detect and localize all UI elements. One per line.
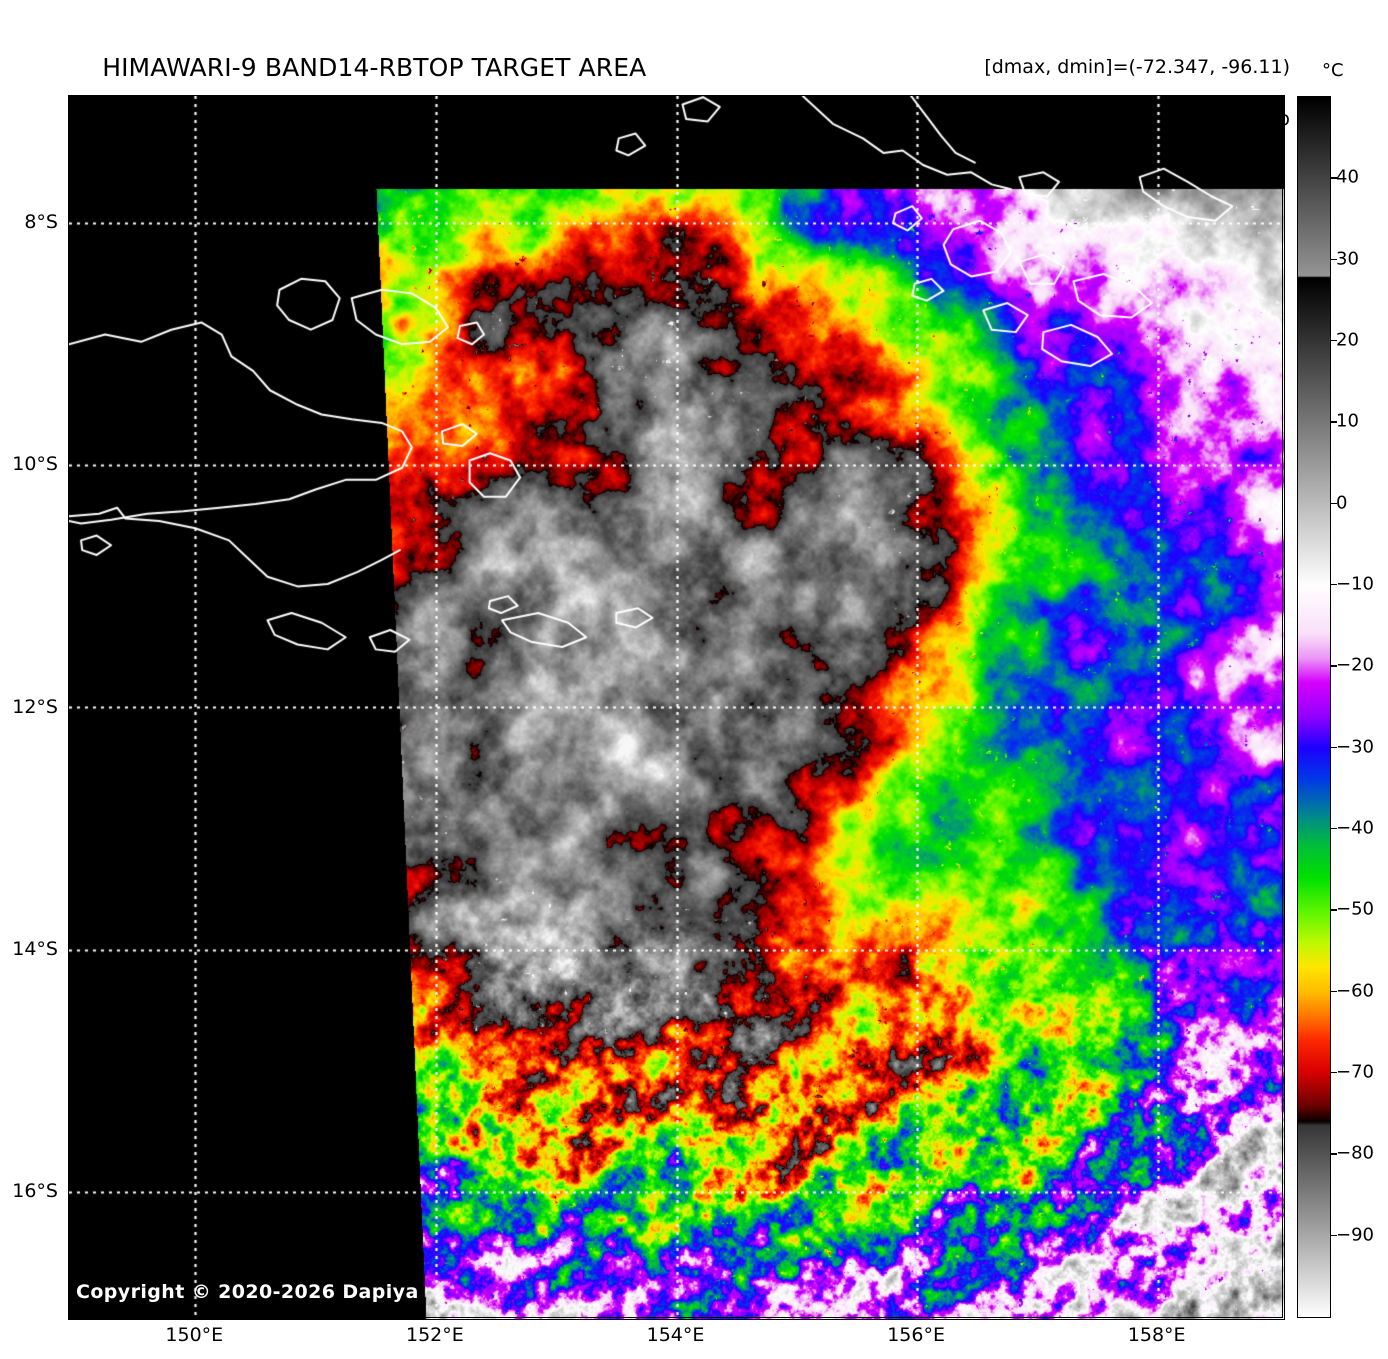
colorbar-tick-20: 20 xyxy=(1336,329,1359,351)
latitude-tick-8S: 8°S xyxy=(24,211,58,234)
colorbar-tick-40: 40 xyxy=(1336,166,1359,188)
colorbar-tick-neg50: −50 xyxy=(1336,898,1374,920)
longitude-tick-158E: 158°E xyxy=(1127,1324,1186,1346)
colorbar-tick-neg70: −70 xyxy=(1336,1061,1374,1083)
title-line-1: HIMAWARI-9 BAND14-RBTOP TARGET AREA xyxy=(102,53,647,82)
colorbar-tick-neg20: −20 xyxy=(1336,654,1374,676)
colorbar-tick-neg90: −90 xyxy=(1336,1224,1374,1246)
colorbar-gradient xyxy=(1298,97,1330,1317)
colorbar-tick-neg80: −80 xyxy=(1336,1142,1374,1164)
colorbar-tickmark xyxy=(1331,584,1337,586)
infrared-satellite-raster xyxy=(69,96,1284,1319)
longitude-tick-152E: 152°E xyxy=(406,1324,464,1346)
latitude-tick-16S: 16°S xyxy=(12,1179,58,1202)
colorbar-tick-neg40: −40 xyxy=(1336,817,1374,839)
colorbar-tickmark xyxy=(1331,1234,1337,1237)
copyright-notice: Copyright © 2020-2026 Dapiya xyxy=(76,1281,419,1303)
colorbar-tick-30: 30 xyxy=(1336,248,1359,270)
temperature-colorbar xyxy=(1297,96,1331,1318)
latitude-tick-10S: 10°S xyxy=(12,453,58,476)
longitude-tick-150E: 150°E xyxy=(165,1324,224,1346)
satellite-imagery-plot xyxy=(68,95,1285,1320)
colorbar-tickmark xyxy=(1331,1153,1337,1155)
colorbar-tickmark xyxy=(1331,990,1337,993)
colorbar-tickmark xyxy=(1331,502,1337,505)
colorbar-tickmark xyxy=(1331,909,1337,911)
colorbar-tickmark xyxy=(1331,665,1337,667)
colorbar-tickmark xyxy=(1331,746,1337,749)
latitude-tick-14S: 14°S xyxy=(12,937,58,960)
colorbar-tickmark xyxy=(1331,421,1337,423)
latitude-tick-12S: 12°S xyxy=(12,695,58,718)
colorbar-tick-0: 0 xyxy=(1336,492,1348,514)
colorbar-tickmark xyxy=(1331,258,1337,261)
colorbar-tick-neg10: −10 xyxy=(1336,573,1374,595)
colorbar-tickmark xyxy=(1331,340,1337,342)
colorbar-tickmark xyxy=(1331,1072,1337,1074)
colorbar-tickmark xyxy=(1331,177,1337,179)
colorbar-tick-neg60: −60 xyxy=(1336,980,1374,1002)
colorbar-tick-10: 10 xyxy=(1336,410,1359,432)
colorbar-unit-label: °C xyxy=(1322,60,1344,81)
longitude-tick-154E: 154°E xyxy=(646,1324,705,1346)
dmax-dmin-stats: [dmax, dmin]=(-72.347, -96.11) xyxy=(984,56,1290,78)
longitude-tick-156E: 156°E xyxy=(887,1324,945,1346)
colorbar-tickmark xyxy=(1331,828,1337,830)
colorbar-tick-neg30: −30 xyxy=(1336,736,1374,758)
